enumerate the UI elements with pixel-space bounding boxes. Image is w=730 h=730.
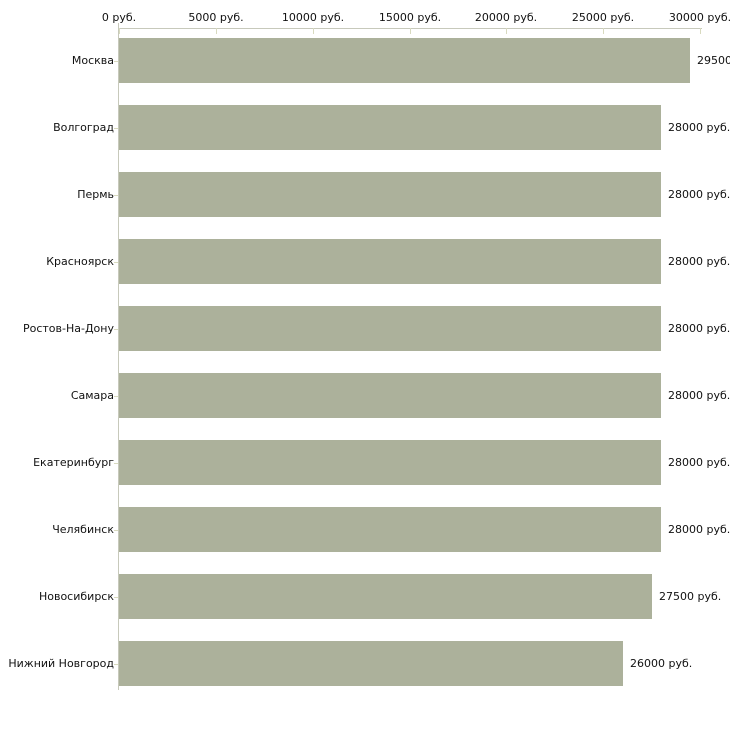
y-axis-tick: [114, 597, 118, 598]
bar-0: [119, 38, 690, 83]
value-label-0: 29500: [697, 54, 730, 67]
bar-8: [119, 574, 652, 619]
x-axis-tick: [700, 28, 701, 34]
value-label-3: 28000 руб.: [668, 255, 730, 268]
value-label-2: 28000 руб.: [668, 188, 730, 201]
x-axis-tick: [313, 28, 314, 34]
value-label-8: 27500 руб.: [659, 590, 722, 603]
x-axis-tick: [506, 28, 507, 34]
value-label-1: 28000 руб.: [668, 121, 730, 134]
category-label-8: Новосибирск: [38, 590, 114, 603]
x-axis-tick: [119, 28, 120, 34]
bar-7: [119, 507, 661, 552]
x-axis-tick-label: 20000 руб.: [474, 11, 538, 24]
bar-1: [119, 105, 661, 150]
bar-6: [119, 440, 661, 485]
category-label-0: Москва: [71, 54, 114, 67]
x-axis-tick-label: 0 руб.: [101, 11, 137, 24]
y-axis-tick: [114, 195, 118, 196]
y-axis-line: [118, 23, 119, 690]
bar-2: [119, 172, 661, 217]
category-label-6: Екатеринбург: [33, 456, 114, 469]
y-axis-tick: [114, 262, 118, 263]
category-label-4: Ростов-На-Дону: [22, 322, 114, 335]
x-axis-tick: [603, 28, 604, 34]
x-axis-tick: [216, 28, 217, 34]
bar-4: [119, 306, 661, 351]
y-axis-tick: [114, 664, 118, 665]
x-axis-tick-label: 25000 руб.: [571, 11, 635, 24]
value-label-7: 28000 руб.: [668, 523, 730, 536]
bar-3: [119, 239, 661, 284]
value-label-9: 26000 руб.: [630, 657, 693, 670]
y-axis-tick: [114, 128, 118, 129]
y-axis-tick: [114, 61, 118, 62]
value-label-6: 28000 руб.: [668, 456, 730, 469]
category-label-2: Пермь: [77, 188, 114, 201]
category-label-7: Челябинск: [52, 523, 114, 536]
x-axis-tick-label: 5000 руб.: [188, 11, 244, 24]
category-label-3: Красноярск: [46, 255, 114, 268]
bar-9: [119, 641, 623, 686]
category-label-1: Волгоград: [53, 121, 114, 134]
category-label-5: Самара: [70, 389, 114, 402]
x-axis-tick-label: 30000 руб.: [668, 11, 730, 24]
y-axis-tick: [114, 463, 118, 464]
value-label-4: 28000 руб.: [668, 322, 730, 335]
y-axis-tick: [114, 329, 118, 330]
category-label-9: Нижний Новгород: [8, 657, 114, 670]
x-axis-tick-label: 10000 руб.: [281, 11, 345, 24]
x-axis-tick: [410, 28, 411, 34]
y-axis-tick: [114, 396, 118, 397]
y-axis-tick: [114, 530, 118, 531]
bar-5: [119, 373, 661, 418]
value-label-5: 28000 руб.: [668, 389, 730, 402]
x-axis-tick-label: 15000 руб.: [378, 11, 442, 24]
